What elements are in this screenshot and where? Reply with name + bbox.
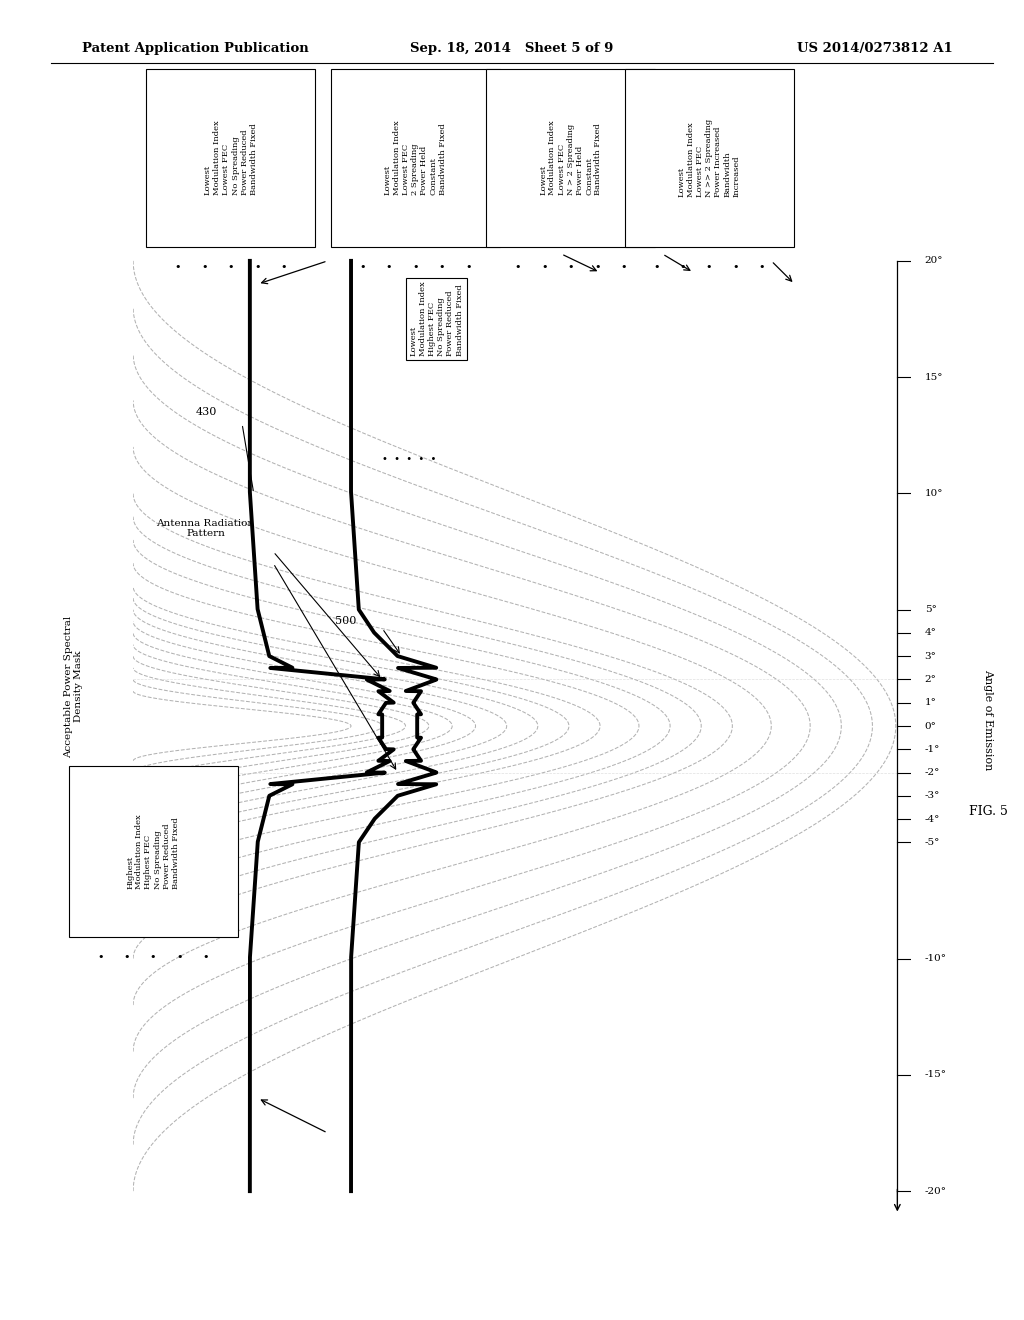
Text: •: • [281,261,287,272]
Text: -10°: -10° [925,954,946,964]
Text: •: • [706,261,713,272]
Text: •: • [515,261,521,272]
Text: •: • [359,261,366,272]
Text: Lowest
Modulation Index
Lowest FEC
N > 2 Spreading
Power Held
Constant
Bandwidth: Lowest Modulation Index Lowest FEC N > 2… [540,120,602,195]
Text: •: • [123,952,130,962]
Text: •: • [203,952,209,962]
Text: -2°: -2° [925,768,940,777]
Text: •: • [227,261,234,272]
Text: Sep. 18, 2014   Sheet 5 of 9: Sep. 18, 2014 Sheet 5 of 9 [411,42,613,55]
Text: •: • [175,261,181,272]
Text: Highest
Modulation Index
Highest FEC
No Spreading
Power Reduced
Bandwidth Fixed: Highest Modulation Index Highest FEC No … [126,814,180,888]
Text: 3°: 3° [925,652,937,661]
Text: •: • [541,261,548,272]
Text: •: • [567,261,574,272]
Text: •  •  •  •  •: • • • • • [382,454,442,463]
Text: Patent Application Publication: Patent Application Publication [82,42,308,55]
Text: Acceptable Power Spectral
Density Mask: Acceptable Power Spectral Density Mask [65,615,83,758]
Text: -4°: -4° [925,814,940,824]
Text: -1°: -1° [925,744,940,754]
Text: •: • [201,261,208,272]
Text: •: • [679,261,686,272]
Text: Lowest
Modulation Index
Highest FEC
No Spreading
Power Reduced
Bandwidth Fixed: Lowest Modulation Index Highest FEC No S… [410,281,464,356]
Text: •: • [594,261,601,272]
Text: •: • [653,261,659,272]
Text: •: • [621,261,627,272]
Text: 15°: 15° [925,372,943,381]
Text: 0°: 0° [925,722,937,730]
Text: 20°: 20° [925,256,943,265]
Text: 5°: 5° [925,605,937,614]
Text: •: • [438,261,445,272]
Text: 2°: 2° [925,675,937,684]
Text: •: • [465,261,471,272]
Text: •: • [732,261,739,272]
Text: US 2014/0273812 A1: US 2014/0273812 A1 [797,42,952,55]
Text: •: • [97,952,103,962]
Text: -5°: -5° [925,838,940,847]
Text: Angle of Emission: Angle of Emission [983,669,993,770]
Text: FIG. 5: FIG. 5 [969,805,1008,818]
Text: •: • [759,261,765,272]
Text: 10°: 10° [925,488,943,498]
Text: •: • [176,952,183,962]
Text: 4°: 4° [925,628,937,638]
Text: •: • [150,952,157,962]
Text: 430: 430 [196,407,217,417]
Text: Lowest
Modulation Index
Lowest FEC
2 Spreading
Power Held
Constant
Bandwidth Fix: Lowest Modulation Index Lowest FEC 2 Spr… [384,120,446,195]
Text: 1°: 1° [925,698,937,708]
Text: -20°: -20° [925,1187,946,1196]
Text: Antenna Radiation
Pattern: Antenna Radiation Pattern [157,519,255,539]
Text: Lowest
Modulation Index
Lowest FEC
N >> 2 Spreading
Power Increased
Bandwidth
In: Lowest Modulation Index Lowest FEC N >> … [678,119,740,197]
Text: •: • [385,261,392,272]
Text: -3°: -3° [925,791,940,800]
Text: •: • [412,261,419,272]
Text: •: • [254,261,261,272]
Text: -15°: -15° [925,1071,946,1080]
Text: Lowest
Modulation Index
Lowest FEC
No Spreading
Power Reduced
Bandwidth Fixed: Lowest Modulation Index Lowest FEC No Sp… [204,120,258,195]
Text: 500: 500 [336,616,356,627]
